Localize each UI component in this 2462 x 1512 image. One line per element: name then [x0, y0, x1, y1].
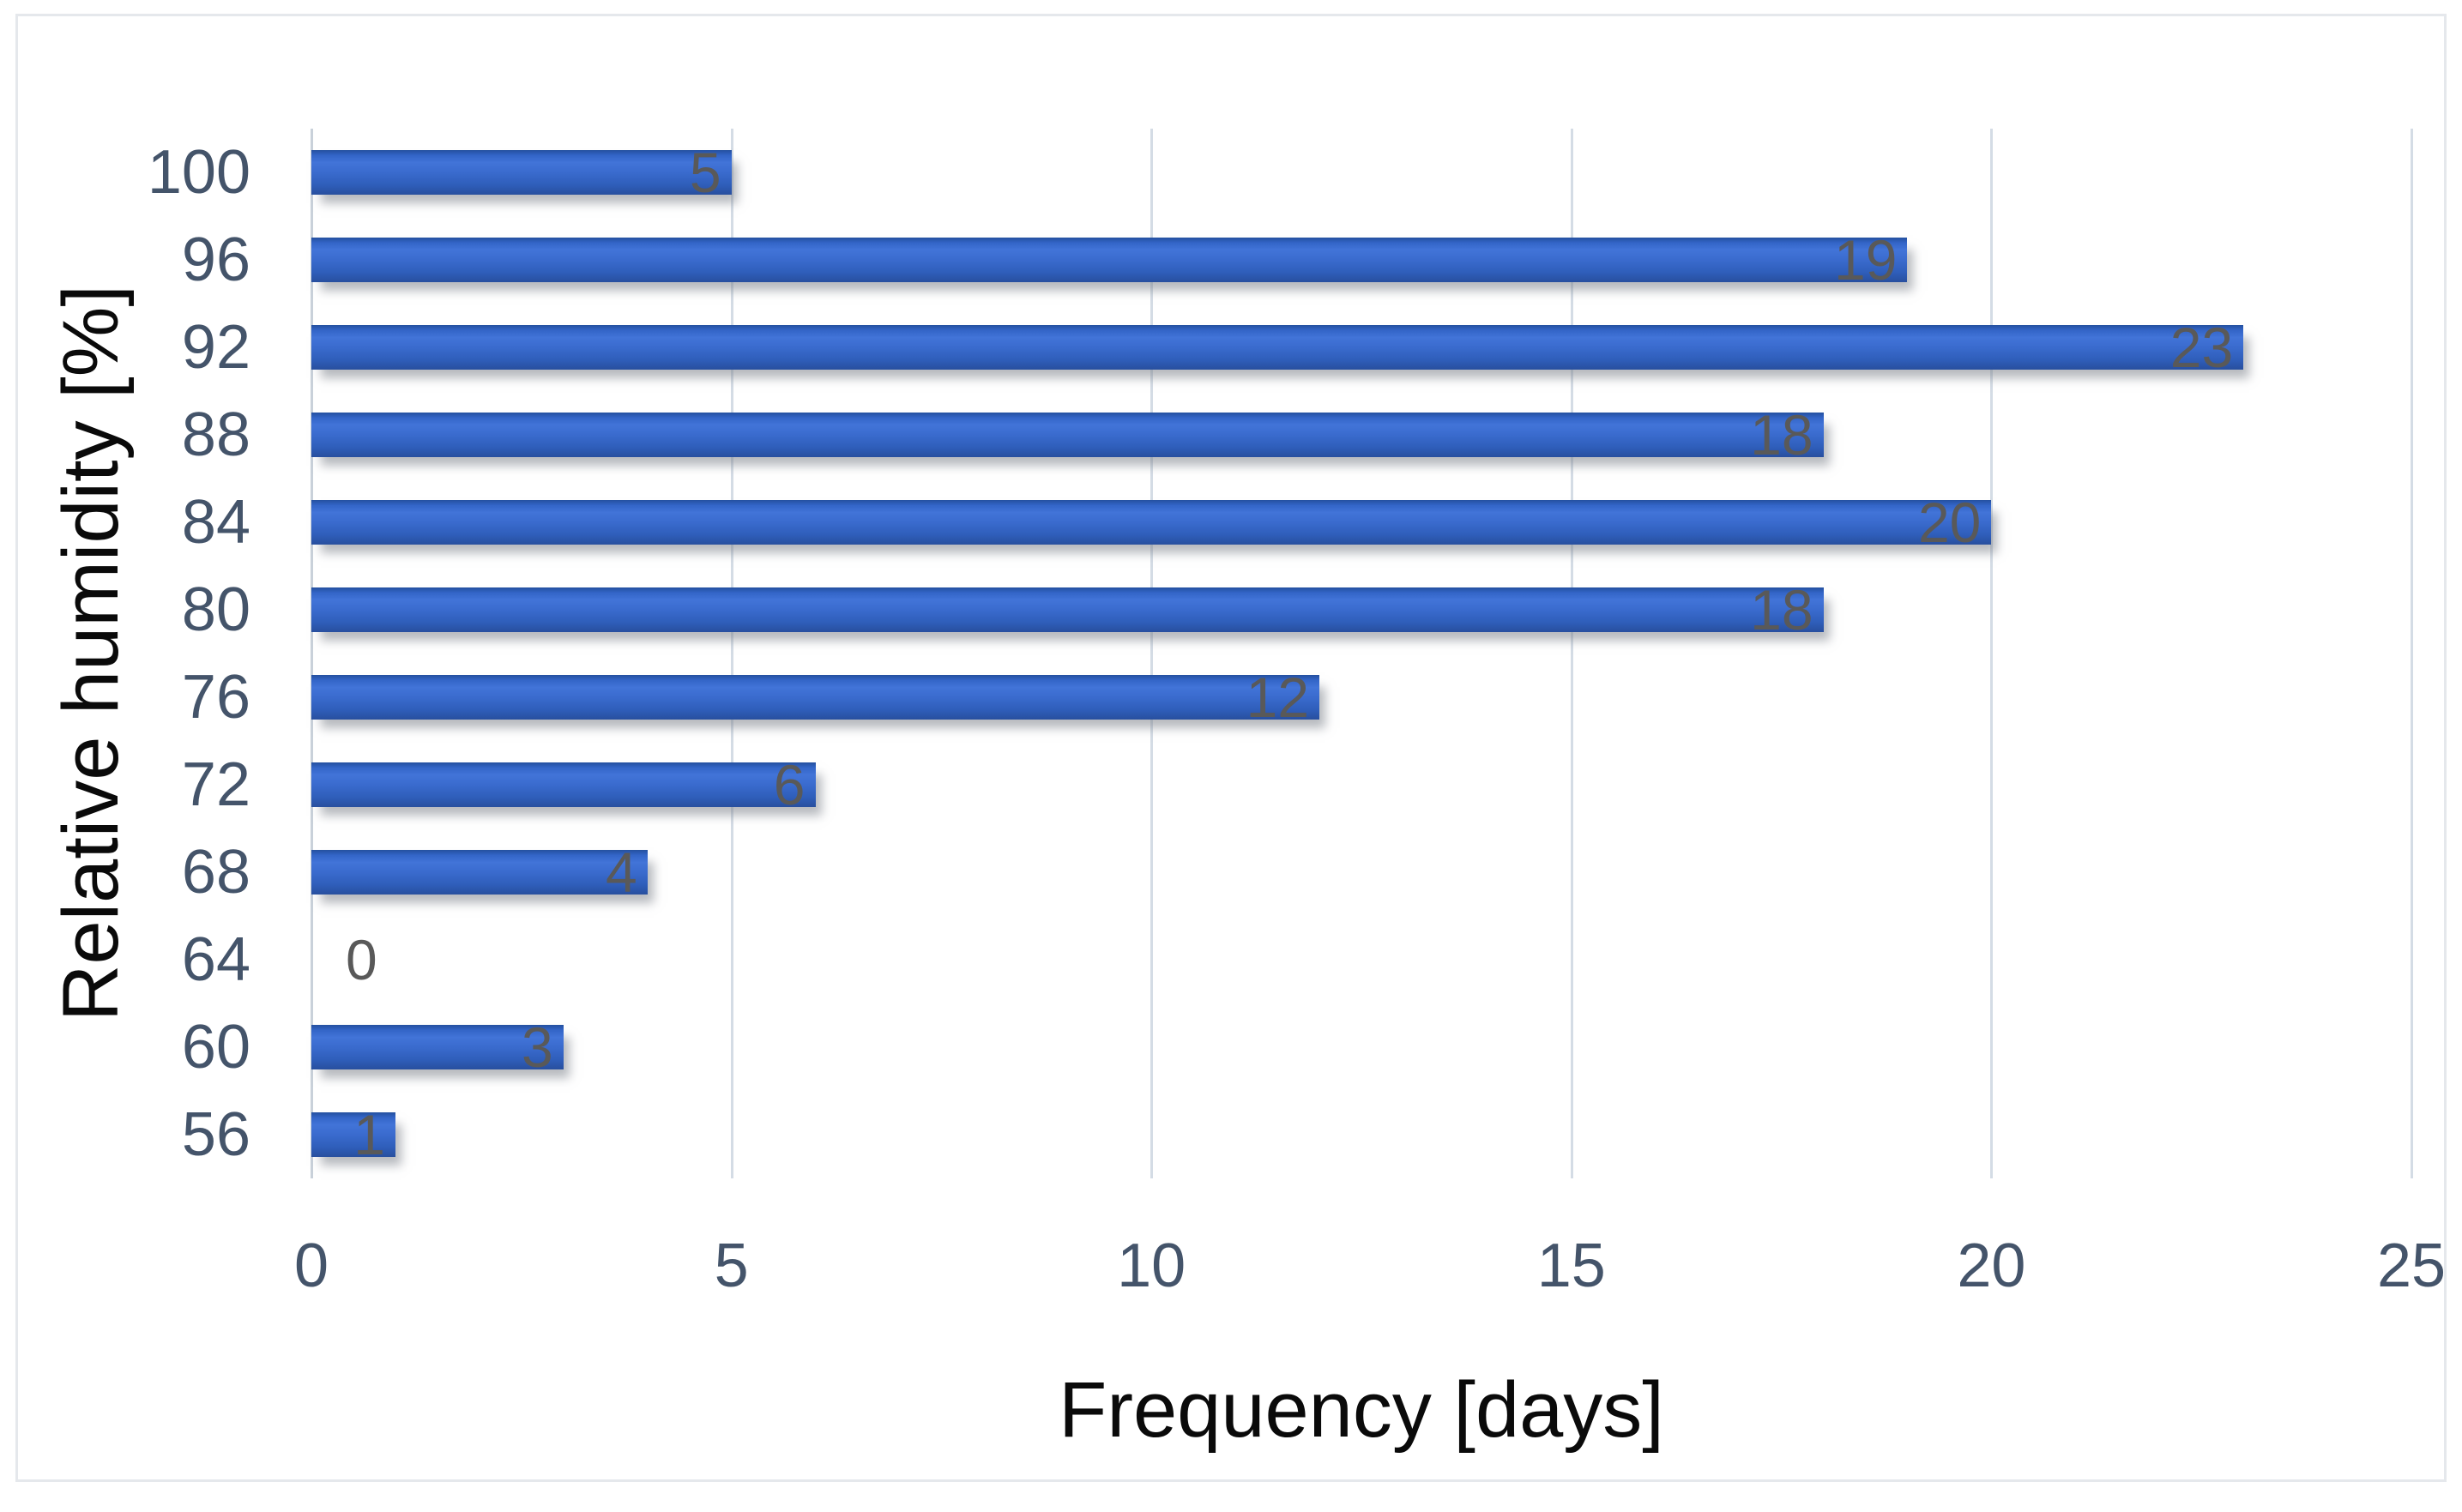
bar: 6 [311, 756, 816, 813]
x-tick-label: 0 [293, 1232, 329, 1300]
x-tick-label: 10 [1117, 1232, 1186, 1300]
chart-frame: Relative humidity [%] 100 96 92 88 84 80 76 72 6… [15, 14, 2447, 1482]
bar-value-label: 3 [522, 1015, 553, 1079]
y-tick-label: 76 [181, 663, 250, 732]
x-axis-tick-labels: 0 5 10 15 20 25 [294, 1218, 2446, 1304]
bar-row: 18 [311, 391, 2411, 479]
bar-value-label: 18 [1750, 403, 1813, 467]
x-tick-label: 20 [1957, 1232, 2026, 1300]
bar-row: 18 [311, 566, 2411, 654]
bar-row: 1 [311, 1091, 2411, 1178]
y-tick-label: 92 [181, 313, 250, 382]
bar: 5 [311, 144, 732, 201]
bar: 20 [311, 494, 1992, 551]
bar-row: 4 [311, 828, 2411, 916]
bar-row: 12 [311, 654, 2411, 741]
y-tick-label: 88 [181, 401, 250, 469]
y-axis-tick-labels: 100 96 92 88 84 80 76 72 68 64 60 56 [18, 129, 250, 1178]
y-tick-label: 56 [181, 1100, 250, 1169]
x-tick-label: 15 [1536, 1232, 1606, 1300]
bar-series: 5 19 23 18 20 18 12 6 4 0 3 1 [311, 129, 2411, 1178]
bar: 12 [311, 669, 1320, 726]
bar-value-label: 12 [1246, 666, 1310, 729]
bar-value-label: 1 [353, 1103, 385, 1166]
gridline [2411, 129, 2413, 1178]
gridline [1570, 129, 1573, 1178]
gridline [1990, 129, 1994, 1178]
y-tick-label: 68 [181, 838, 250, 907]
x-tick-label: 5 [714, 1232, 749, 1300]
bar-row: 3 [311, 1003, 2411, 1091]
bar: 18 [311, 581, 1824, 638]
bar-value-label: 23 [2169, 316, 2234, 379]
bar-row: 19 [311, 216, 2411, 304]
x-tick-label: 25 [2376, 1232, 2447, 1300]
bar: 1 [311, 1106, 395, 1163]
gridline [1150, 129, 1154, 1178]
bar-value-label: 5 [689, 141, 721, 204]
bar: 19 [311, 232, 1908, 288]
bar: 3 [311, 1019, 564, 1075]
y-tick-label: 64 [181, 925, 250, 994]
y-tick-label: 96 [181, 226, 250, 294]
bar-value-label: 19 [1834, 228, 1898, 292]
bar: 4 [311, 844, 648, 901]
y-tick-label: 60 [181, 1013, 250, 1081]
bar-row: 0 [311, 916, 2411, 1003]
y-tick-label: 80 [181, 575, 250, 644]
y-tick-label: 100 [147, 138, 250, 207]
bar-row: 20 [311, 479, 2411, 566]
bar-row: 6 [311, 741, 2411, 828]
bar: 23 [311, 319, 2244, 376]
bar-row: 23 [311, 304, 2411, 391]
y-tick-label: 84 [181, 488, 250, 557]
y-tick-label: 72 [181, 750, 250, 819]
bar-value-label: 4 [605, 840, 637, 904]
bar-value-label: 6 [773, 753, 806, 816]
y-axis-line [311, 129, 313, 1178]
bar-row: 5 [311, 129, 2411, 216]
bar-value-label: 0 [346, 928, 377, 991]
x-axis-title: Frequency [days] [1059, 1366, 1664, 1454]
gridline [730, 129, 733, 1178]
bar-value-label: 18 [1750, 578, 1813, 642]
plot-area: 5 19 23 18 20 18 12 6 4 0 3 1 [311, 129, 2413, 1178]
bar-value-label: 20 [1917, 491, 1982, 554]
bar: 18 [311, 407, 1824, 463]
